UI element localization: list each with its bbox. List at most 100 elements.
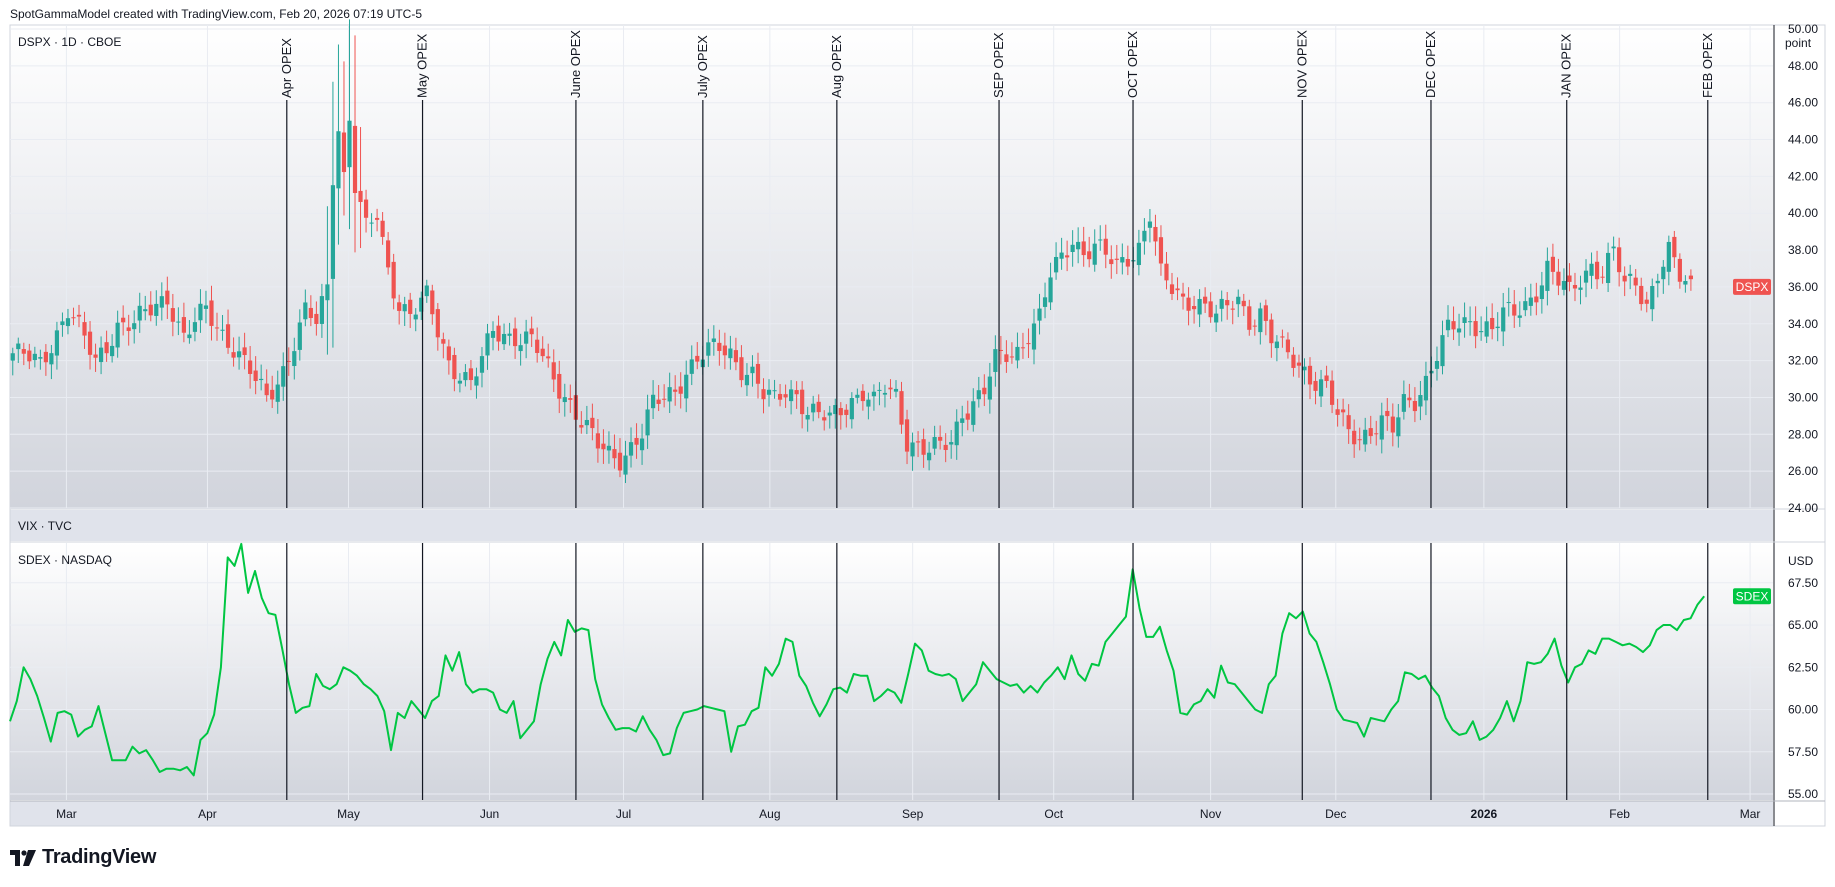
candle-body [1407,397,1412,401]
candle-body [998,349,1003,351]
candle-body [1633,277,1638,286]
candle-body [1269,319,1274,344]
candle-body [1225,300,1230,306]
candle-body [1241,300,1246,307]
opex-marker-label: Apr OPEX [279,38,294,98]
candle-body [1495,326,1500,329]
candle-body [126,327,131,331]
candle-body [1341,409,1346,413]
candle-body [1539,285,1544,300]
candle-body [446,346,451,361]
candle-body [1214,313,1219,323]
candle-body [960,418,965,423]
candle-body [424,285,429,297]
candle-body [1158,237,1164,264]
candle-body [871,391,877,397]
candle-body [330,185,336,279]
candle-body [402,304,407,312]
candle-body [132,323,137,330]
candle-body [1523,301,1528,311]
candle-body [159,296,164,308]
candle-body [1125,258,1130,267]
candle-body [1622,275,1627,282]
candle-body [1136,242,1141,266]
candle-body [143,309,148,312]
candle-body [1600,276,1605,278]
candle-body [744,374,750,386]
candle-body [1059,252,1064,259]
candle-body [1307,365,1313,385]
candle-body [225,324,231,348]
opex-marker-label: SEP OPEX [991,32,1006,98]
candle-body [684,374,689,399]
candle-body [1252,325,1257,327]
candle-body [341,132,347,173]
price-tick-label: 34.00 [1788,317,1818,331]
candle-body [110,345,115,357]
candle-body [1120,257,1125,263]
tradingview-logo[interactable]: TradingView [10,846,156,869]
candle-body [1175,288,1180,291]
price-pane-background [10,25,1773,508]
candle-body [1655,280,1660,284]
tradingview-logo-icon [10,849,36,866]
candle-body [1650,286,1655,310]
opex-marker-label: DEC OPEX [1423,30,1438,98]
candle-body [1473,321,1478,337]
candle-body [347,120,352,168]
candle-body [1015,346,1020,361]
candle-body [1594,261,1600,280]
candle-body [259,378,264,381]
candle-body [1583,270,1589,283]
x-tick-label: Oct [1044,807,1063,821]
opex-marker-label: May OPEX [415,33,430,98]
candle-body [242,347,247,356]
x-tick-label: Dec [1325,807,1346,821]
sdex-unit-label: USD [1788,554,1814,568]
x-tick-label: Jun [480,807,499,821]
candle-body [253,370,258,382]
candle-body [1081,241,1086,256]
candle-body [982,387,987,395]
candle-body [358,190,363,202]
candle-body [540,348,545,357]
candle-body [893,388,899,392]
candle-body [1479,331,1484,333]
candle-body [866,399,871,407]
candle-body [452,354,457,380]
tradingview-logo-text: TradingView [42,846,157,868]
candle-body [1368,428,1373,437]
candle-body [1329,380,1335,405]
candle-body [833,405,838,415]
candle-body [1467,321,1473,323]
candle-body [170,308,175,322]
candle-body [1004,354,1009,362]
price-tick-label: 42.00 [1788,169,1818,183]
candle-body [1291,354,1296,368]
x-tick-label: Nov [1200,807,1221,821]
candle-body [1589,263,1594,276]
candle-body [987,376,992,400]
candle-body [76,314,82,317]
candle-body [535,339,540,353]
candle-body [656,399,661,404]
sdex-badge-label: SDEX [1736,589,1769,603]
candle-body [165,290,170,305]
sdex-series-line [9,542,1705,777]
candle-body [513,328,518,347]
candle-body [496,325,501,342]
candle-body [115,322,120,348]
price-tick-label: 36.00 [1788,280,1818,294]
candle-body [220,329,225,331]
sdex-price-badge [1733,588,1771,605]
candle-body [463,372,468,381]
candle-body [557,373,562,399]
candle-body [1412,401,1417,412]
candle-body [794,390,799,395]
candle-body [1186,297,1191,311]
candle-body [270,389,275,400]
candle-body [728,348,733,359]
candle-body [374,217,380,220]
candle-body [943,444,948,451]
